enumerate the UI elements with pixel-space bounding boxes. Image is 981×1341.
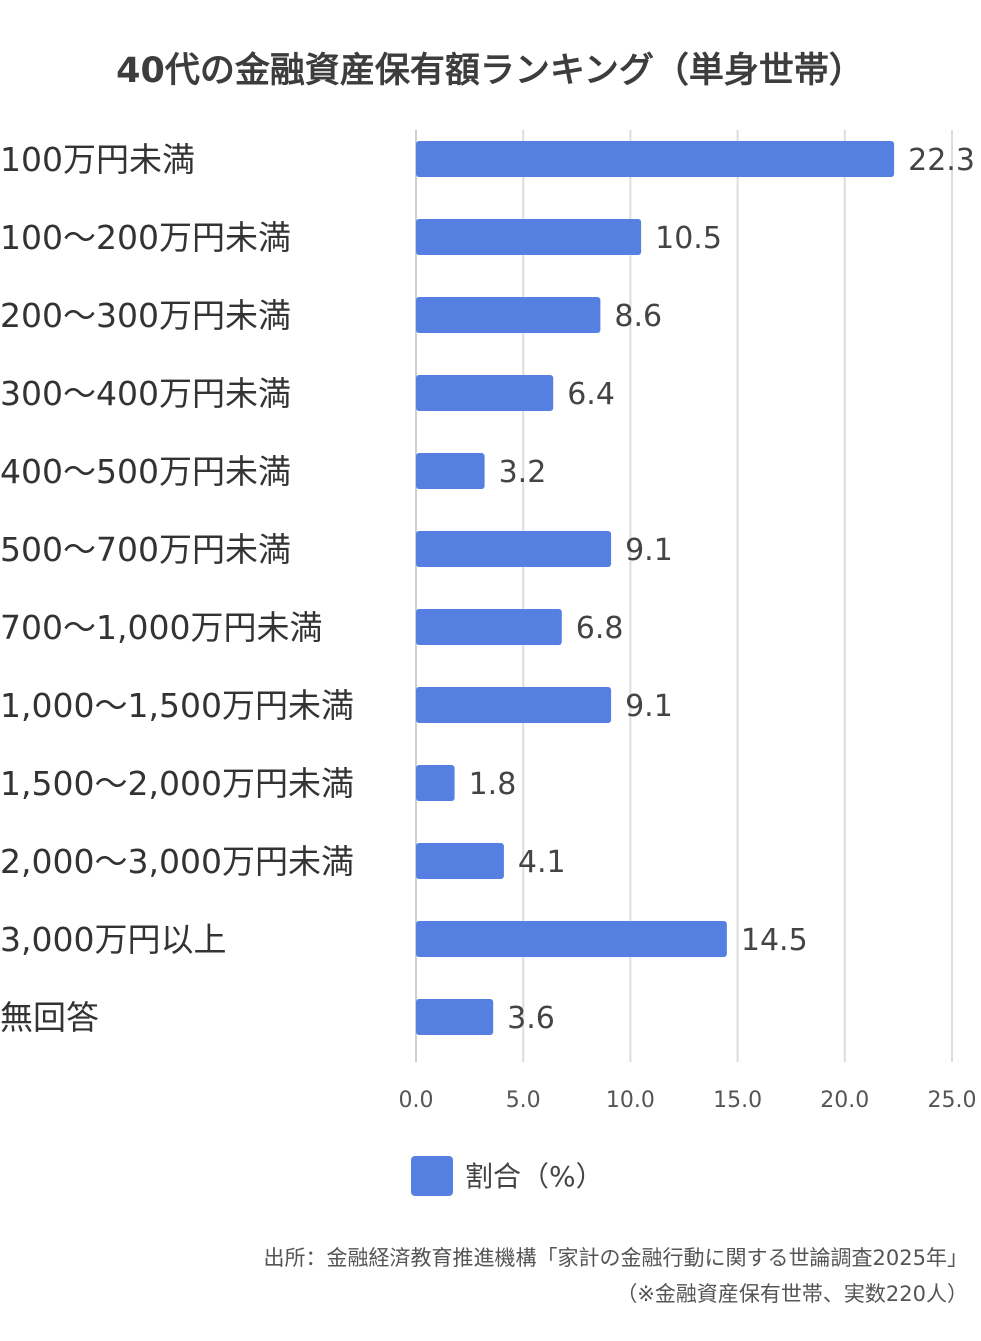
source-note: 出所：金融経済教育推進機構「家計の金融行動に関する世論調査2025年」	[264, 1246, 968, 1270]
value-labels: 22.3 10.5 8.6 6.4 3.2 9.1 6.8 9.1 1.8 4.1 14.5 3.6	[469, 143, 975, 1036]
x-tick-label: 5.0	[506, 1088, 541, 1113]
x-tick-label: 15.0	[713, 1088, 762, 1113]
category-label: 1,000～1,500万円未満	[0, 686, 354, 725]
x-tick-label: 20.0	[820, 1088, 869, 1113]
category-label: 3,000万円以上	[0, 920, 226, 959]
value-label: 3.6	[507, 1001, 555, 1036]
category-label: 700～1,000万円未満	[0, 608, 322, 647]
value-label: 8.6	[614, 299, 662, 334]
bar	[416, 375, 554, 411]
category-label: 2,000～3,000万円未満	[0, 842, 354, 881]
legend-swatch	[411, 1156, 453, 1196]
legend-label: 割合（%）	[465, 1160, 604, 1193]
bars	[416, 141, 895, 1035]
bar	[416, 687, 612, 723]
gridlines	[415, 130, 953, 1062]
value-label: 1.8	[469, 767, 517, 802]
value-label: 6.8	[576, 611, 624, 646]
bar	[416, 141, 895, 177]
source-note-sample: （※金融資産保有世帯、実数220人）	[616, 1282, 968, 1306]
bar	[416, 297, 601, 333]
value-label: 22.3	[908, 143, 975, 178]
chart-title: 40代の金融資産保有額ランキング（単身世帯）	[116, 50, 864, 91]
bar	[416, 531, 612, 567]
value-label: 6.4	[567, 377, 615, 412]
value-label: 4.1	[518, 845, 566, 880]
value-label: 9.1	[625, 689, 673, 724]
bar	[416, 999, 494, 1035]
category-label: 100万円未満	[0, 140, 195, 179]
value-label: 3.2	[499, 455, 547, 490]
category-label: 400～500万円未満	[0, 452, 291, 491]
bar	[416, 765, 455, 801]
bar	[416, 219, 642, 255]
category-label: 1,500～2,000万円未満	[0, 764, 354, 803]
value-label: 9.1	[625, 533, 673, 568]
category-label: 500～700万円未満	[0, 530, 291, 569]
legend: 割合（%）	[411, 1156, 604, 1196]
value-label: 14.5	[741, 923, 808, 958]
bar	[416, 921, 727, 957]
bar	[416, 453, 485, 489]
category-label: 300～400万円未満	[0, 374, 291, 413]
x-tick-label: 10.0	[606, 1088, 655, 1113]
x-tick-label: 0.0	[399, 1088, 434, 1113]
category-label: 無回答	[0, 998, 99, 1037]
category-labels: 100万円未満 100～200万円未満 200～300万円未満 300～400万円未満…	[0, 140, 354, 1037]
bar	[416, 843, 504, 879]
category-label: 100～200万円未満	[0, 218, 291, 257]
bar	[416, 609, 562, 645]
category-label: 200～300万円未満	[0, 296, 291, 335]
x-axis-tick-labels: 0.0 5.0 10.0 15.0 20.0 25.0	[399, 1088, 977, 1113]
value-label: 10.5	[655, 221, 722, 256]
x-tick-label: 25.0	[928, 1088, 977, 1113]
